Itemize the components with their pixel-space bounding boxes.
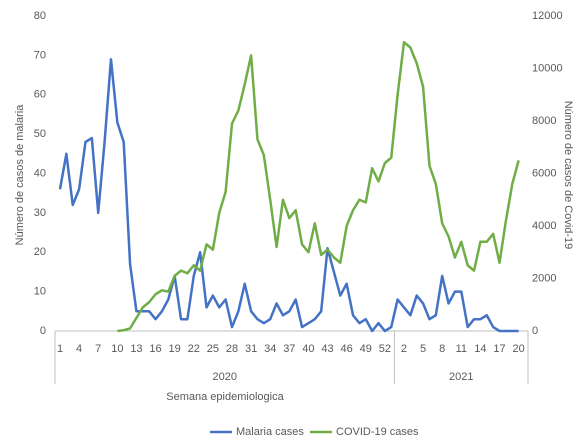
x-tick-label: 28 — [226, 343, 238, 355]
y-tick-label: 80 — [34, 10, 46, 22]
x-tick-label: 37 — [283, 343, 295, 355]
y2-tick-label: 12000 — [532, 10, 563, 22]
y2-tick-label: 10000 — [532, 62, 563, 74]
x-tick-label: 19 — [169, 343, 181, 355]
y-tick-label: 0 — [40, 325, 46, 337]
x-tick-label: 20 — [513, 343, 525, 355]
series-line — [58, 58, 519, 333]
y-tick-label: 30 — [34, 207, 46, 219]
y-tick-label: 10 — [34, 286, 46, 298]
x-tick-label: 49 — [360, 343, 372, 355]
y-tick-label: 40 — [34, 167, 46, 179]
x-tick-label: 1 — [57, 343, 63, 355]
x-tick-label: 16 — [149, 343, 161, 355]
y-tick-label: 20 — [34, 246, 46, 258]
x-tick-label: 22 — [188, 343, 200, 355]
x-tick-label: 46 — [341, 343, 353, 355]
x-axis-label: Semana epidemiologica — [166, 391, 284, 403]
y2-tick-label: 6000 — [532, 167, 556, 179]
x-tick-label: 14 — [474, 343, 486, 355]
y-tick-label: 50 — [34, 128, 46, 140]
x-tick-label: 43 — [321, 343, 333, 355]
x-tick-label: 2 — [401, 343, 407, 355]
y2-tick-label: 2000 — [532, 272, 556, 284]
x-tick-label: 34 — [264, 343, 276, 355]
x-tick-label: 7 — [95, 343, 101, 355]
x-tick-label: 10 — [111, 343, 123, 355]
y2-tick-label: 4000 — [532, 220, 556, 232]
year-label: 2021 — [449, 371, 473, 383]
x-tick-label: 52 — [379, 343, 391, 355]
y2-axis-label: Número de casos de Covid-19 — [562, 101, 574, 250]
x-tick-label: 31 — [245, 343, 257, 355]
y2-tick-label: 8000 — [532, 115, 556, 127]
year-label: 2020 — [212, 371, 236, 383]
x-tick-label: 25 — [207, 343, 219, 355]
x-tick-label: 17 — [493, 343, 505, 355]
series-line — [117, 41, 520, 333]
x-tick-label: 4 — [76, 343, 82, 355]
x-tick-label: 8 — [439, 343, 445, 355]
legend-label: Malaria cases — [236, 426, 304, 438]
x-tick-label: 11 — [456, 343, 467, 355]
x-tick-label: 40 — [302, 343, 314, 355]
x-tick-label: 5 — [420, 343, 426, 355]
y-tick-label: 60 — [34, 89, 46, 101]
y2-tick-label: 0 — [532, 325, 538, 337]
x-tick-label: 13 — [130, 343, 142, 355]
y-axis-label: Número de casos de malaria — [14, 104, 26, 246]
legend-label: COVID-19 cases — [336, 426, 419, 438]
y-tick-label: 70 — [34, 49, 46, 61]
